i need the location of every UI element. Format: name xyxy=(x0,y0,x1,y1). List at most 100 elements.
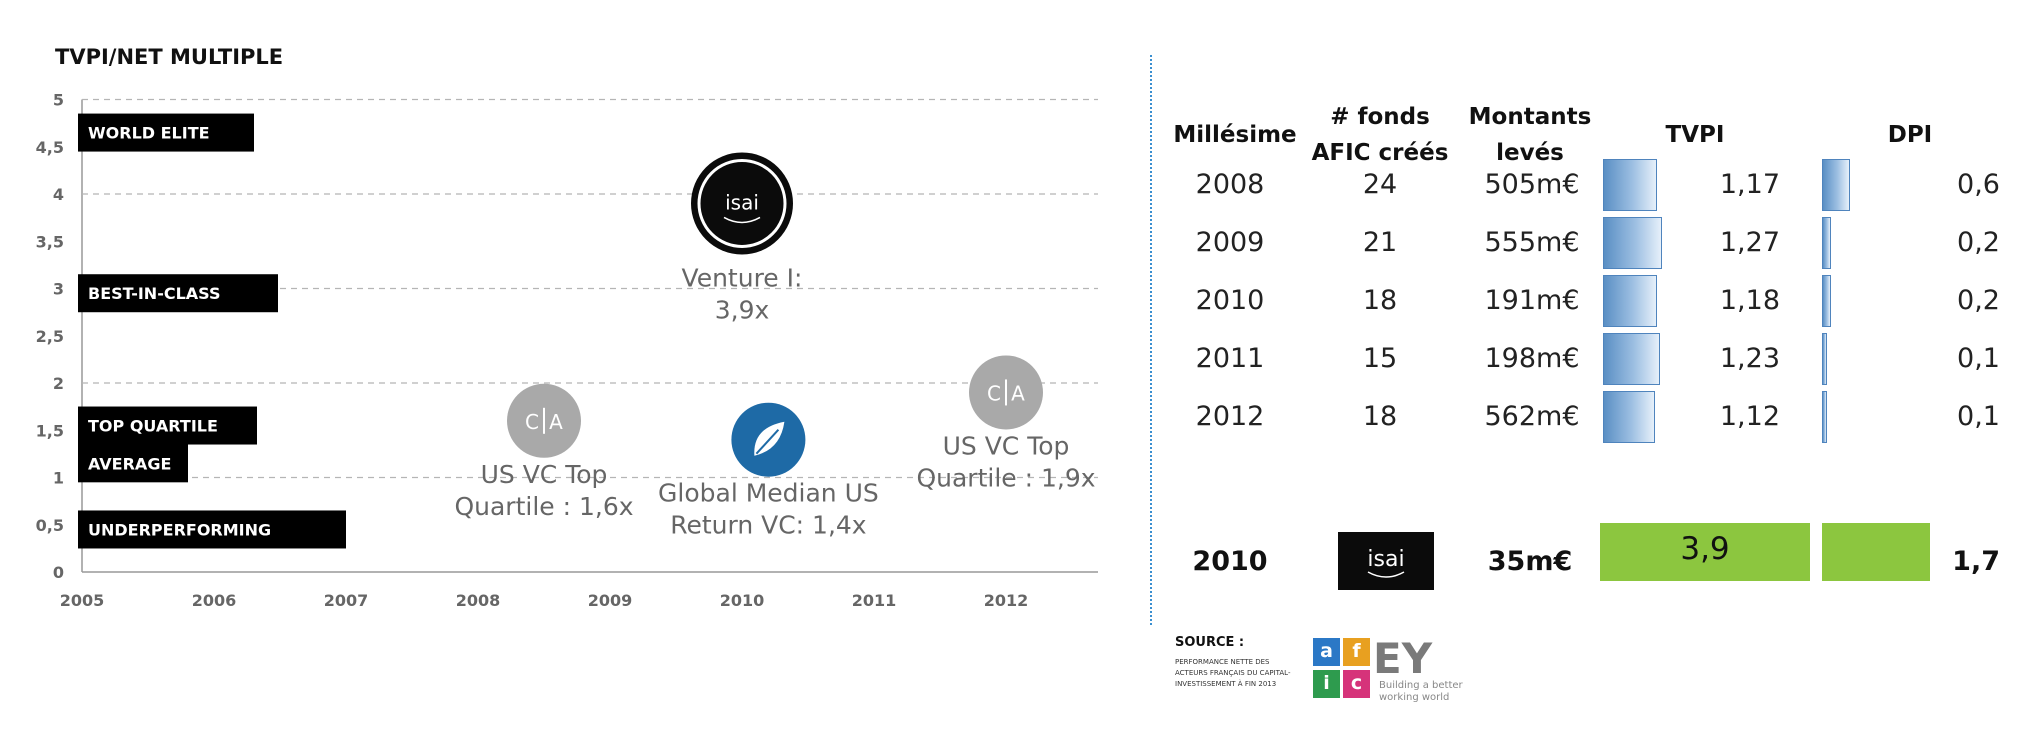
cell-tvpi: 1,18 xyxy=(1719,285,1780,316)
tvpi-bar xyxy=(1603,159,1657,211)
isai-logo-text: isai xyxy=(725,190,759,214)
data-point-isai-logo: isai Venture I: 3,9x xyxy=(682,152,803,324)
svg-text:C: C xyxy=(525,410,539,434)
y-tick-label: 1 xyxy=(53,469,64,488)
header-fonds: # fonds AFIC créés xyxy=(1311,104,1449,166)
tvpi-bar xyxy=(1603,275,1658,327)
dpi-bar xyxy=(1822,217,1832,269)
x-tick-label: 2009 xyxy=(588,591,633,610)
cell-dpi: 0,1 xyxy=(1957,343,2000,374)
svg-text:A: A xyxy=(549,410,563,434)
cell-tvpi: 1,17 xyxy=(1719,169,1780,200)
cell-dpi: 0,6 xyxy=(1957,169,2000,200)
x-tick-label: 2012 xyxy=(984,591,1029,610)
summary-tvpi-value: 3,9 xyxy=(1680,531,1730,567)
dpi-bar xyxy=(1822,333,1827,385)
tvpi-bar xyxy=(1603,217,1662,269)
summary-montants: 35m€ xyxy=(1487,546,1573,577)
tvpi-bar xyxy=(1603,333,1660,385)
cell-year: 2012 xyxy=(1195,401,1265,432)
cell-montants: 555m€ xyxy=(1484,227,1580,258)
y-tick-label: 3,5 xyxy=(36,232,64,251)
dpi-bar xyxy=(1822,159,1850,211)
point-annotation: US VC Top xyxy=(943,431,1070,460)
chart-title: TVPI/NET MULTIPLE xyxy=(55,45,283,69)
band-bar xyxy=(78,444,188,483)
point-annotation: US VC Top xyxy=(481,460,608,489)
isai-logo: isai xyxy=(1338,532,1434,590)
y-tick-label: 2,5 xyxy=(36,327,64,346)
band-label: BEST-IN-CLASS xyxy=(88,284,220,303)
data-point-ca-logo: C A US VC Top Quartile : 1,9x xyxy=(916,355,1096,492)
point-annotation: Quartile : 1,9x xyxy=(916,463,1095,492)
summary-tvpi-bar xyxy=(1600,523,1810,581)
cell-tvpi: 1,12 xyxy=(1719,401,1780,432)
point-annotation: 3,9x xyxy=(715,295,770,324)
source-block: SOURCE : Performance nette des acteurs f… xyxy=(1165,630,1475,710)
band-label: WORLD ELITE xyxy=(88,124,210,143)
cell-year: 2009 xyxy=(1195,227,1265,258)
x-tick-label: 2008 xyxy=(456,591,501,610)
x-tick-label: 2006 xyxy=(192,591,237,610)
y-tick-label: 3 xyxy=(53,280,64,299)
summary-year: 2010 xyxy=(1192,546,1268,577)
cell-dpi: 0,2 xyxy=(1957,285,2000,316)
summary-dpi-bar xyxy=(1822,523,1930,581)
tvpi-bar xyxy=(1603,391,1655,443)
x-tick-label: 2010 xyxy=(720,591,765,610)
data-point-leaf-logo: Global Median US Return VC: 1,4x xyxy=(658,402,879,540)
band-bar xyxy=(78,510,346,549)
source-title: SOURCE : xyxy=(1175,635,1245,650)
header-millesime: Millésime xyxy=(1173,122,1297,148)
band-bar xyxy=(78,406,257,445)
cell-year: 2010 xyxy=(1195,285,1265,316)
cell-fonds: 24 xyxy=(1362,169,1398,200)
cell-tvpi: 1,23 xyxy=(1719,343,1780,374)
point-annotation: Return VC: 1,4x xyxy=(670,511,866,540)
y-tick-label: 0 xyxy=(53,563,64,582)
tvpi-chart: TVPI/NET MULTIPLE 00,511,522,533,544,55 … xyxy=(36,45,1098,610)
y-tick-label: 2 xyxy=(53,374,64,393)
cell-fonds: 18 xyxy=(1362,401,1398,432)
x-tick-label: 2011 xyxy=(852,591,897,610)
point-annotation: Quartile : 1,6x xyxy=(454,492,633,521)
band-bar xyxy=(78,274,278,313)
cell-dpi: 0,2 xyxy=(1957,227,2000,258)
cell-montants: 198m€ xyxy=(1484,343,1580,374)
point-annotation: Venture I: xyxy=(682,263,803,292)
cell-montants: 505m€ xyxy=(1484,169,1580,200)
dpi-bar xyxy=(1822,391,1827,443)
cell-montants: 562m€ xyxy=(1484,401,1580,432)
cell-year: 2011 xyxy=(1195,343,1265,374)
cell-montants: 191m€ xyxy=(1484,285,1580,316)
band-bar xyxy=(78,113,254,152)
dpi-bar xyxy=(1822,275,1832,327)
header-montants: Montants levés xyxy=(1468,104,1592,166)
cell-dpi: 0,1 xyxy=(1957,401,2000,432)
cell-fonds: 18 xyxy=(1362,285,1398,316)
panel-divider xyxy=(1150,55,1152,625)
cell-tvpi: 1,27 xyxy=(1719,227,1780,258)
svg-text:C: C xyxy=(987,381,1001,405)
x-tick-label: 2005 xyxy=(60,591,105,610)
y-tick-label: 4 xyxy=(53,185,64,204)
band-top-quartile: TOP QUARTILE xyxy=(78,406,257,445)
ey-logo: EY xyxy=(1373,634,1433,683)
band-underperforming: UNDERPERFORMING xyxy=(78,510,346,549)
band-best-in-class: BEST-IN-CLASS xyxy=(78,274,278,313)
x-tick-label: 2007 xyxy=(324,591,369,610)
y-tick-label: 0,5 xyxy=(36,516,64,535)
band-average: AVERAGE xyxy=(78,444,188,483)
header-tvpi: TVPI xyxy=(1665,122,1725,148)
data-point-ca-logo: C A US VC Top Quartile : 1,6x xyxy=(454,383,634,521)
cell-fonds: 15 xyxy=(1362,343,1398,374)
cell-year: 2008 xyxy=(1195,169,1265,200)
band-label: UNDERPERFORMING xyxy=(88,520,271,539)
y-tick-label: 1,5 xyxy=(36,421,64,440)
y-tick-label: 4,5 xyxy=(36,138,64,157)
isai-logo xyxy=(691,152,793,255)
summary-dpi-value: 1,7 xyxy=(1952,546,2000,577)
cell-fonds: 21 xyxy=(1362,227,1398,258)
svg-text:isai: isai xyxy=(1367,547,1404,572)
y-tick-label: 5 xyxy=(53,91,64,110)
